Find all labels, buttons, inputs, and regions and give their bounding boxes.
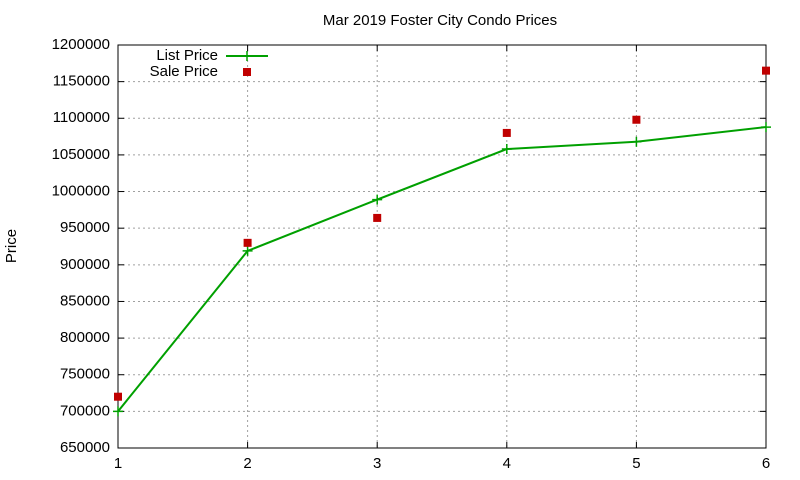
legend-marker (243, 68, 251, 76)
data-point (501, 144, 512, 155)
x-tick-label: 6 (762, 455, 770, 472)
y-tick-label: 800000 (60, 329, 110, 346)
plot-frame (117, 44, 767, 449)
x-tick-label: 5 (632, 455, 640, 472)
chart-title: Mar 2019 Foster City Condo Prices (323, 12, 557, 29)
y-tick-label: 1200000 (52, 36, 110, 53)
y-tick-label: 850000 (60, 292, 110, 309)
series-line (117, 126, 767, 412)
y-tick-label: 900000 (60, 256, 110, 273)
y-tick-label: 700000 (60, 402, 110, 419)
y-tick-label: 750000 (60, 366, 110, 383)
y-tick-label: 1100000 (53, 109, 110, 126)
y-axis-label: Price (3, 229, 20, 263)
y-tick-label: 950000 (60, 219, 110, 236)
legend-label: List Price (156, 47, 218, 64)
y-tick-label: 1050000 (52, 146, 110, 163)
x-tick-label: 1 (114, 455, 122, 472)
data-point (113, 406, 123, 417)
y-tick-label: 1000000 (52, 183, 110, 200)
legend-marker (242, 51, 252, 61)
data-point (762, 66, 770, 75)
data-point (372, 194, 383, 205)
legend-label: Sale Price (150, 63, 218, 80)
data-point (631, 136, 642, 147)
y-tick-label: 1150000 (53, 73, 110, 90)
data-point (502, 128, 511, 137)
x-tick-label: 2 (243, 455, 251, 472)
y-tick-label: 650000 (60, 439, 110, 456)
x-tick-label: 3 (373, 455, 381, 472)
data-point (114, 392, 122, 401)
data-point (243, 238, 252, 247)
data-point (242, 245, 253, 256)
data-point (761, 122, 771, 133)
x-tick-label: 4 (503, 455, 511, 472)
data-point (373, 213, 382, 222)
data-point (632, 115, 641, 124)
